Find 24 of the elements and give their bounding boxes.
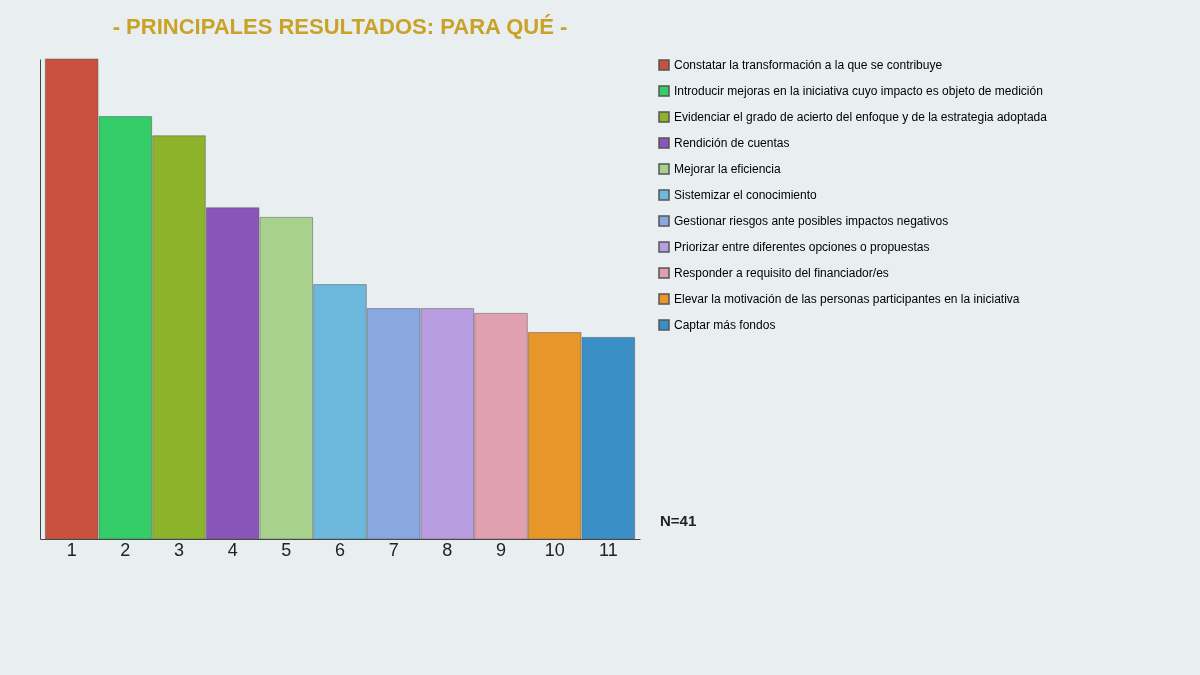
x-tick-label: 10 [544, 539, 565, 560]
x-tick-label: 1 [66, 539, 77, 560]
legend-label: Evidenciar el grado de acierto del enfoque y de la estrategia adoptada [674, 110, 1048, 124]
legend-label: Mejorar la eficiencia [674, 162, 782, 176]
x-tick-label: 5 [281, 539, 292, 560]
x-tick-label: 11 [598, 539, 618, 560]
legend-label: Rendición de cuentas [674, 136, 790, 150]
legend-label: Sistemizar el conocimiento [674, 188, 818, 202]
x-tick-label: 4 [227, 539, 238, 560]
x-tick-label: 6 [334, 539, 346, 560]
legend-label: Priorizar entre diferentes opciones o propuestas [674, 240, 930, 254]
chart-title: - PRINCIPALES RESULTADOS: PARA QUÉ - [112, 13, 568, 39]
legend-label: Responder a requisito del financiador/es [674, 266, 889, 280]
legend-label: Introducir mejoras en la iniciativa cuyo impacto es objeto de medición [674, 84, 1043, 98]
text: N=41 [660, 512, 697, 529]
x-tick-label: 7 [388, 539, 399, 560]
x-tick-label: 3 [173, 539, 185, 560]
x-tick-label: 8 [442, 539, 453, 560]
x-tick-label: 2 [120, 539, 131, 560]
x-tick-label: 9 [495, 539, 507, 560]
legend-label: Elevar la motivación de las personas participantes en la iniciativa [674, 292, 1020, 306]
legend-label: Captar más fondos [674, 318, 776, 332]
legend-label: Constatar la transformación a la que se contribuye [674, 58, 943, 72]
legend-label: Gestionar riesgos ante posibles impactos negativos [674, 214, 949, 228]
